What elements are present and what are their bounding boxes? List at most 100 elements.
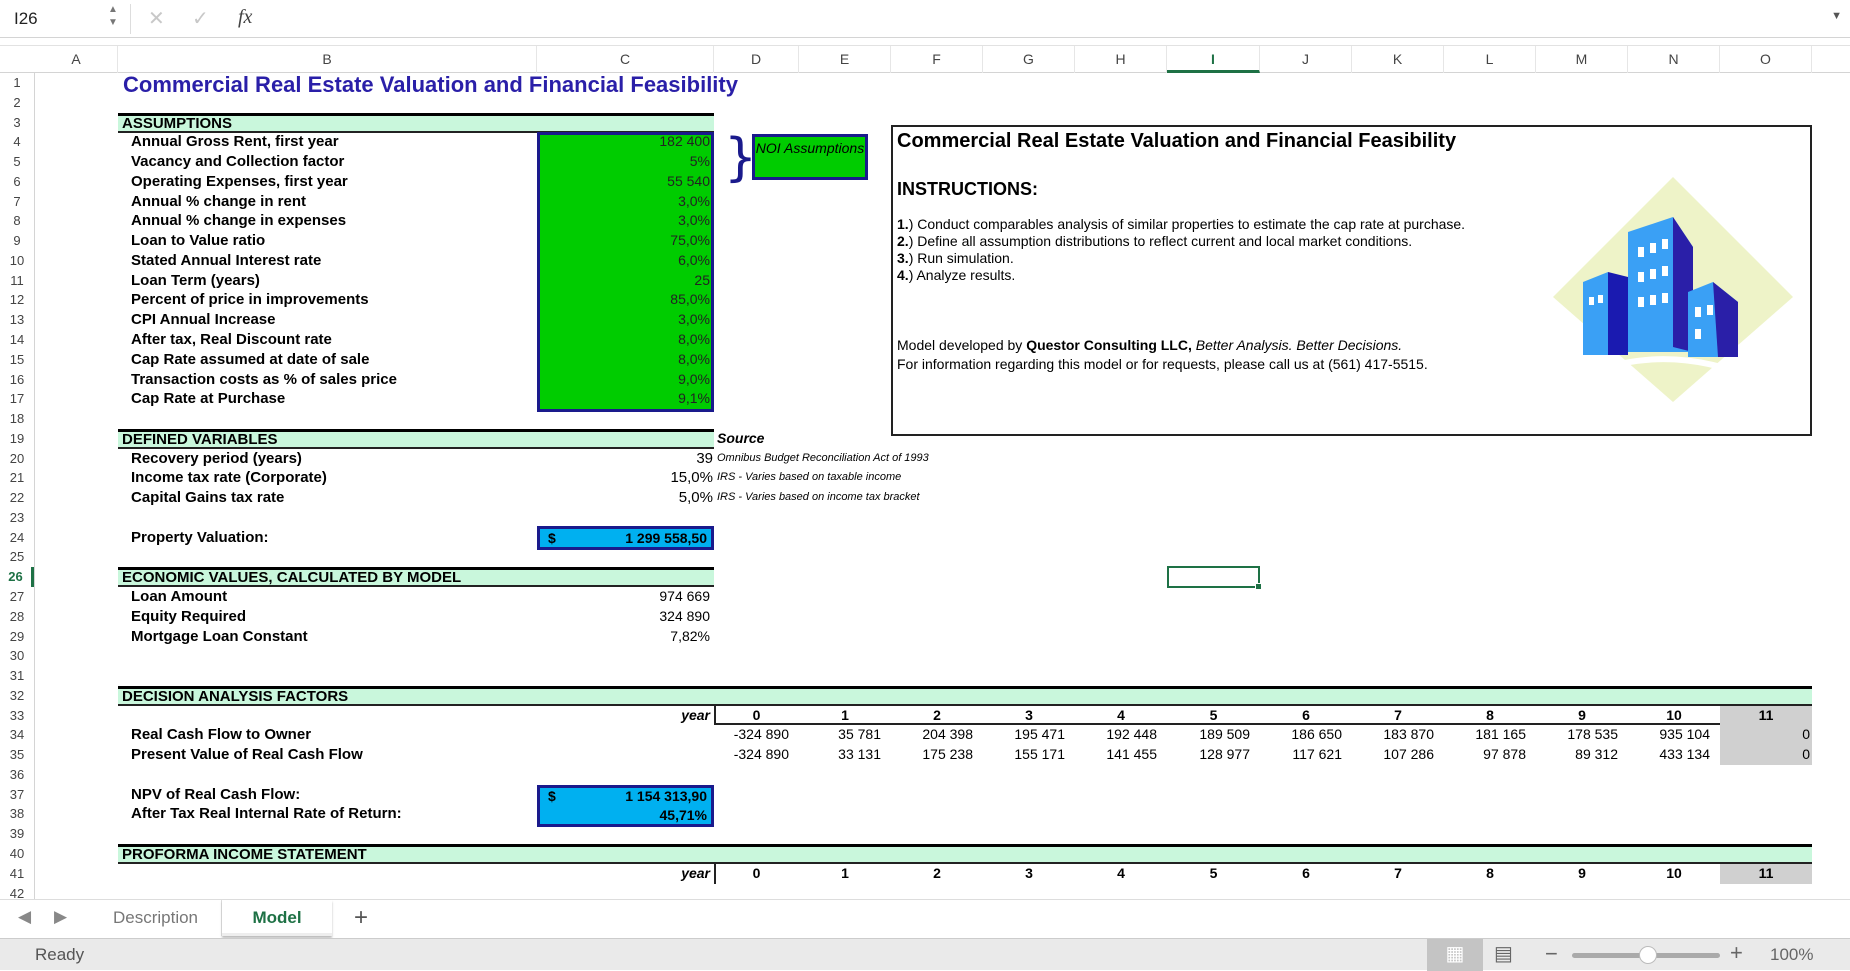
row-header[interactable]: 32: [9, 687, 25, 703]
add-sheet-button[interactable]: +: [353, 904, 368, 931]
check-icon[interactable]: ✓: [192, 8, 209, 30]
row-header[interactable]: 27: [9, 589, 25, 605]
tab-model[interactable]: Model: [222, 900, 332, 936]
cash-flow-value[interactable]: 107 286: [1383, 746, 1434, 763]
cash-flow-value[interactable]: -324 890: [733, 726, 789, 743]
assumption-value[interactable]: 75,0%: [670, 232, 710, 249]
row-header[interactable]: 18: [9, 411, 25, 427]
zoom-in-button[interactable]: +: [1730, 940, 1743, 965]
column-header[interactable]: I: [1167, 46, 1260, 73]
row-header[interactable]: 30: [9, 648, 25, 664]
assumption-value[interactable]: 85,0%: [670, 291, 710, 308]
economic-value[interactable]: 324 890: [659, 607, 710, 624]
property-valuation-cell[interactable]: $1 299 558,50: [537, 525, 714, 550]
row-header[interactable]: 40: [9, 846, 25, 862]
row-header[interactable]: 35: [9, 747, 25, 763]
cash-flow-value[interactable]: 128 977: [1199, 746, 1250, 763]
row-header[interactable]: 19: [9, 430, 25, 446]
row-header[interactable]: 38: [9, 806, 25, 822]
name-box-stepper-icon[interactable]: ▲ ▼: [108, 4, 118, 28]
cancel-icon[interactable]: ✕: [148, 8, 165, 30]
column-header[interactable]: D: [714, 46, 799, 73]
row-header[interactable]: 9: [13, 233, 21, 249]
cash-flow-value[interactable]: 89 312: [1575, 746, 1618, 763]
cash-flow-value[interactable]: 204 398: [922, 726, 973, 743]
assumption-value[interactable]: 182 400: [659, 133, 710, 150]
column-header[interactable]: E: [799, 46, 891, 73]
scroll-tabs-left-icon[interactable]: ◀: [18, 907, 32, 926]
row-header[interactable]: 1: [13, 75, 21, 90]
zoom-slider-handle[interactable]: [1639, 946, 1657, 964]
row-header[interactable]: 3: [13, 114, 21, 130]
assumption-value[interactable]: 5%: [689, 153, 710, 170]
cash-flow-value[interactable]: 178 535: [1567, 726, 1618, 743]
assumption-value[interactable]: 8,0%: [678, 350, 710, 367]
column-header[interactable]: F: [891, 46, 983, 73]
cash-flow-value[interactable]: 35 781: [838, 726, 881, 743]
row-header[interactable]: 17: [9, 391, 25, 407]
cash-flow-value[interactable]: 97 878: [1483, 746, 1526, 763]
npv-irr-cells[interactable]: $1 154 313,90 45,71%: [537, 784, 714, 828]
assumption-value[interactable]: 3,0%: [678, 311, 710, 328]
fx-icon[interactable]: fx: [238, 6, 253, 28]
cash-flow-value[interactable]: 141 455: [1106, 746, 1157, 763]
column-header[interactable]: A: [35, 46, 118, 73]
row-header[interactable]: 26: [0, 567, 34, 588]
column-header[interactable]: M: [1536, 46, 1628, 73]
cash-flow-value[interactable]: 175 238: [922, 746, 973, 763]
cash-flow-value[interactable]: 155 171: [1014, 746, 1065, 763]
column-header[interactable]: H: [1075, 46, 1167, 73]
assumption-value[interactable]: 3,0%: [678, 192, 710, 209]
row-header[interactable]: 2: [13, 94, 21, 110]
cash-flow-value[interactable]: 33 131: [838, 746, 881, 763]
cash-flow-value[interactable]: 117 621: [1292, 746, 1342, 763]
column-header[interactable]: G: [983, 46, 1075, 73]
row-header[interactable]: 11: [10, 272, 24, 288]
row-header[interactable]: 33: [9, 707, 25, 723]
zoom-out-button[interactable]: −: [1545, 941, 1558, 966]
row-header[interactable]: 37: [9, 786, 25, 802]
assumption-value[interactable]: 8,0%: [678, 331, 710, 347]
column-header[interactable]: L: [1444, 46, 1536, 73]
row-header[interactable]: 10: [9, 252, 25, 268]
assumption-value[interactable]: 25: [694, 271, 710, 288]
cash-flow-value[interactable]: 181 165: [1475, 726, 1526, 743]
assumption-value[interactable]: 9,0%: [678, 370, 710, 387]
cash-flow-value[interactable]: 433 134: [1659, 746, 1710, 763]
row-header[interactable]: 29: [9, 628, 25, 644]
row-header[interactable]: 4: [13, 134, 21, 150]
row-header[interactable]: 12: [9, 292, 25, 308]
column-header[interactable]: J: [1260, 46, 1352, 73]
assumption-value[interactable]: 55 540: [667, 172, 710, 189]
economic-value[interactable]: 974 669: [659, 588, 710, 605]
cash-flow-value[interactable]: 195 471: [1014, 726, 1065, 743]
cash-flow-value[interactable]: 186 650: [1291, 726, 1342, 743]
row-header[interactable]: 13: [9, 312, 25, 328]
row-header[interactable]: 34: [9, 727, 25, 743]
fill-handle[interactable]: [1255, 583, 1262, 591]
row-header[interactable]: 21: [9, 470, 25, 486]
row-header[interactable]: 7: [13, 193, 21, 209]
worksheet-grid[interactable]: Commercial Real Estate Valuation and Fin…: [0, 73, 1850, 899]
row-header[interactable]: 28: [9, 608, 25, 624]
row-header[interactable]: 6: [13, 173, 21, 189]
cash-flow-value[interactable]: 0: [1802, 746, 1810, 763]
expand-formula-icon[interactable]: ▼: [1831, 10, 1842, 22]
cash-flow-value[interactable]: 935 104: [1659, 726, 1710, 743]
column-header[interactable]: O: [1720, 46, 1812, 73]
row-header[interactable]: 39: [9, 826, 25, 842]
cash-flow-value[interactable]: 192 448: [1106, 726, 1157, 743]
column-header[interactable]: N: [1628, 46, 1720, 73]
column-header[interactable]: B: [118, 46, 537, 73]
defined-variable-value[interactable]: 5,0%: [678, 489, 713, 507]
row-header[interactable]: 14: [9, 332, 25, 347]
row-header[interactable]: 15: [9, 351, 25, 367]
scroll-tabs-right-icon[interactable]: ▶: [54, 907, 68, 926]
assumption-value[interactable]: 9,1%: [678, 390, 710, 407]
row-header[interactable]: 23: [9, 509, 25, 525]
row-header[interactable]: 24: [9, 529, 25, 545]
row-header[interactable]: 16: [9, 371, 25, 387]
cash-flow-value[interactable]: 189 509: [1199, 726, 1250, 743]
column-header[interactable]: C: [537, 46, 714, 73]
cash-flow-value[interactable]: 183 870: [1383, 726, 1434, 743]
